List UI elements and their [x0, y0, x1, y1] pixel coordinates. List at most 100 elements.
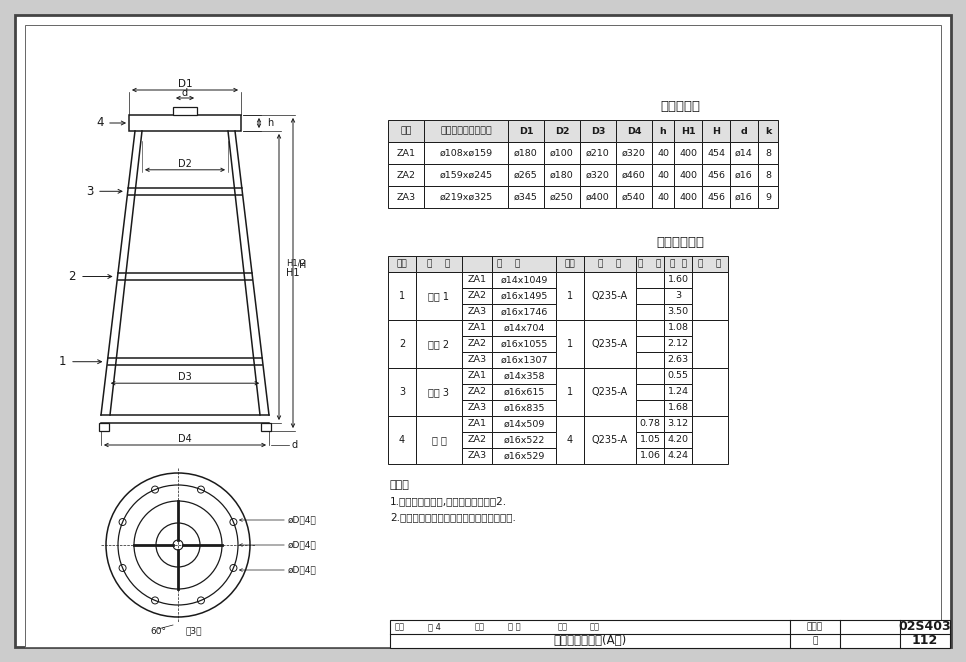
Text: ø540: ø540: [622, 193, 646, 201]
Bar: [544, 120, 580, 142]
Text: 400: 400: [679, 148, 697, 158]
Text: 零部件材料表: 零部件材料表: [656, 236, 704, 248]
Text: 环筛 3: 环筛 3: [429, 387, 449, 397]
Bar: [462, 384, 492, 400]
Bar: [556, 256, 584, 272]
Bar: [462, 400, 492, 416]
Text: D1: D1: [178, 79, 192, 89]
Text: 8: 8: [765, 171, 771, 179]
Text: ZA3: ZA3: [468, 451, 487, 461]
Bar: [492, 400, 556, 416]
Bar: [636, 304, 664, 320]
Bar: [674, 120, 702, 142]
Bar: [730, 120, 758, 142]
Text: 审 季: 审 季: [508, 622, 521, 632]
Text: Q235-A: Q235-A: [592, 387, 628, 397]
Bar: [636, 384, 664, 400]
Bar: [462, 272, 492, 288]
Bar: [584, 256, 636, 272]
Bar: [462, 288, 492, 304]
Text: 3.50: 3.50: [668, 308, 689, 316]
Text: 3: 3: [86, 185, 94, 198]
Bar: [730, 164, 758, 186]
Text: ø14x704: ø14x704: [503, 324, 545, 332]
Text: d: d: [182, 88, 188, 98]
Bar: [584, 368, 636, 416]
Bar: [508, 142, 544, 164]
Text: ZA3: ZA3: [468, 308, 487, 316]
Text: ø16x522: ø16x522: [503, 436, 545, 444]
Bar: [388, 320, 416, 368]
Bar: [462, 336, 492, 352]
Text: D2: D2: [178, 159, 192, 169]
Text: 400: 400: [679, 171, 697, 179]
Bar: [556, 368, 584, 416]
Bar: [636, 416, 664, 432]
Text: 1: 1: [567, 339, 573, 349]
Bar: [664, 448, 692, 464]
Text: 页: 页: [812, 636, 817, 645]
Text: ø14x1049: ø14x1049: [500, 275, 548, 285]
Bar: [758, 164, 778, 186]
Bar: [584, 320, 636, 368]
Text: 吸水喇叭管支架(A型): 吸水喇叭管支架(A型): [554, 634, 627, 647]
Bar: [544, 142, 580, 164]
Bar: [173, 107, 197, 115]
Text: 1: 1: [399, 291, 405, 301]
Bar: [416, 272, 462, 320]
Text: 单    重: 单 重: [639, 260, 662, 269]
Text: ø180: ø180: [514, 148, 538, 158]
Text: 1.08: 1.08: [668, 324, 689, 332]
Text: H1/2: H1/2: [286, 258, 306, 267]
Text: 4: 4: [567, 435, 573, 445]
Text: D4: D4: [178, 434, 192, 444]
Text: 3: 3: [399, 387, 405, 397]
Bar: [664, 400, 692, 416]
Text: ø16x1746: ø16x1746: [500, 308, 548, 316]
Text: ZA2: ZA2: [468, 436, 487, 444]
Bar: [664, 368, 692, 384]
Bar: [664, 352, 692, 368]
Text: 02S403: 02S403: [898, 620, 952, 634]
Text: ZA2: ZA2: [468, 291, 487, 301]
Text: 1: 1: [567, 291, 573, 301]
Text: D2: D2: [554, 126, 569, 136]
Bar: [702, 120, 730, 142]
Text: øD。4条: øD。4条: [288, 565, 317, 575]
Bar: [492, 448, 556, 464]
Bar: [492, 320, 556, 336]
Text: H1: H1: [286, 268, 299, 278]
Text: ZA1: ZA1: [468, 420, 487, 428]
Text: 名    称: 名 称: [427, 260, 450, 269]
Bar: [388, 272, 416, 320]
Text: 2.12: 2.12: [668, 340, 689, 348]
Bar: [492, 288, 556, 304]
Text: ø180: ø180: [550, 171, 574, 179]
Text: 9: 9: [765, 193, 771, 201]
Text: 2: 2: [69, 270, 75, 283]
Text: ø16: ø16: [735, 193, 753, 201]
Bar: [664, 256, 692, 272]
Bar: [129, 115, 241, 131]
Bar: [556, 272, 584, 320]
Bar: [462, 368, 492, 384]
Text: D4: D4: [627, 126, 641, 136]
Text: 0.78: 0.78: [639, 420, 661, 428]
Bar: [416, 368, 462, 416]
Bar: [416, 416, 462, 464]
Text: 1.24: 1.24: [668, 387, 689, 397]
Text: 三一: 三一: [590, 622, 600, 632]
Text: 序号: 序号: [397, 260, 408, 269]
Bar: [664, 432, 692, 448]
Text: 说明：: 说明：: [390, 480, 410, 490]
Text: h: h: [267, 118, 273, 128]
Text: 40: 40: [657, 148, 669, 158]
Text: 数量: 数量: [564, 260, 576, 269]
Text: 4: 4: [399, 435, 405, 445]
Text: 1.60: 1.60: [668, 275, 689, 285]
Bar: [388, 368, 416, 416]
Text: D3: D3: [591, 126, 605, 136]
Bar: [416, 256, 462, 272]
Text: 400: 400: [679, 193, 697, 201]
Text: 112: 112: [912, 634, 938, 647]
